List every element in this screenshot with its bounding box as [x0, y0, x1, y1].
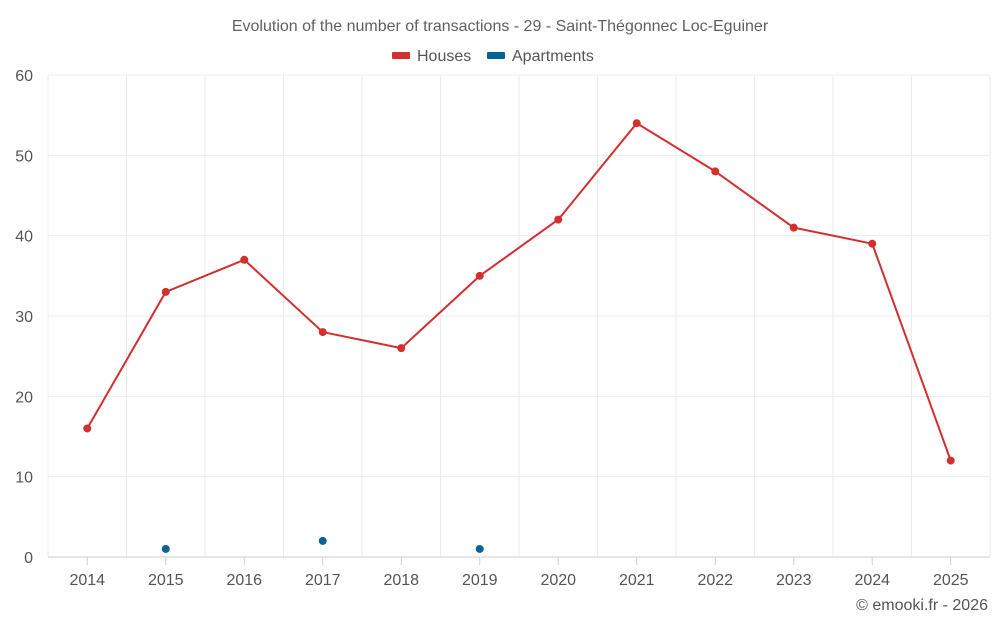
y-tick-label: 30: [15, 309, 33, 326]
legend-item-houses[interactable]: Houses: [392, 48, 471, 65]
x-tick-label: 2015: [148, 572, 184, 589]
series-line-houses: [86, 122, 952, 461]
y-tick-label: 0: [24, 550, 33, 567]
x-tick-label: 2016: [226, 572, 262, 589]
data-point-apartments[interactable]: [475, 544, 484, 553]
gridlines: [47, 74, 991, 557]
data-point-houses[interactable]: [789, 223, 798, 232]
x-tick-label: 2019: [462, 572, 498, 589]
y-axis-ticks: 0 10 20 30 40 50 60: [15, 68, 33, 567]
x-tick-label: 2023: [776, 572, 812, 589]
y-tick-label: 40: [15, 229, 33, 246]
y-tick-label: 60: [15, 68, 33, 85]
data-point-houses[interactable]: [318, 328, 327, 337]
data-point-houses[interactable]: [397, 344, 406, 353]
y-tick-label: 10: [15, 470, 33, 487]
data-point-houses[interactable]: [946, 456, 955, 465]
legend-label-apartments: Apartments: [512, 48, 594, 65]
x-tick-label: 2025: [933, 572, 969, 589]
x-tick-label: 2020: [540, 572, 576, 589]
legend: Houses Apartments: [392, 48, 594, 65]
legend-label-houses: Houses: [417, 48, 471, 65]
data-point-houses[interactable]: [554, 215, 563, 224]
legend-item-apartments[interactable]: Apartments: [487, 48, 594, 65]
data-point-houses[interactable]: [711, 167, 720, 176]
legend-swatch-houses: [392, 52, 410, 59]
data-point-houses[interactable]: [632, 119, 641, 128]
data-point-houses[interactable]: [868, 239, 877, 248]
x-tick-label: 2024: [854, 572, 890, 589]
x-tick-label: 2021: [619, 572, 655, 589]
data-point-houses[interactable]: [475, 271, 484, 280]
chart-title: Evolution of the number of transactions …: [232, 18, 769, 35]
x-tick-label: 2022: [697, 572, 733, 589]
legend-swatch-apartments: [487, 52, 505, 59]
x-tick-label: 2018: [383, 572, 419, 589]
credit-text: © emooki.fr - 2026: [856, 597, 988, 614]
x-tick-label: 2014: [69, 572, 105, 589]
data-point-apartments[interactable]: [318, 536, 327, 545]
x-tick-label: 2017: [305, 572, 341, 589]
y-tick-label: 20: [15, 389, 33, 406]
y-tick-label: 50: [15, 148, 33, 165]
data-point-houses[interactable]: [83, 424, 92, 433]
x-axis-ticks: 2014 2015 2016 2017 2018 2019 2020 2021 2022 2023…: [69, 557, 969, 589]
data-point-houses[interactable]: [161, 287, 170, 296]
data-point-houses[interactable]: [240, 255, 249, 264]
series-layer: [83, 119, 955, 553]
data-point-apartments[interactable]: [161, 544, 170, 553]
